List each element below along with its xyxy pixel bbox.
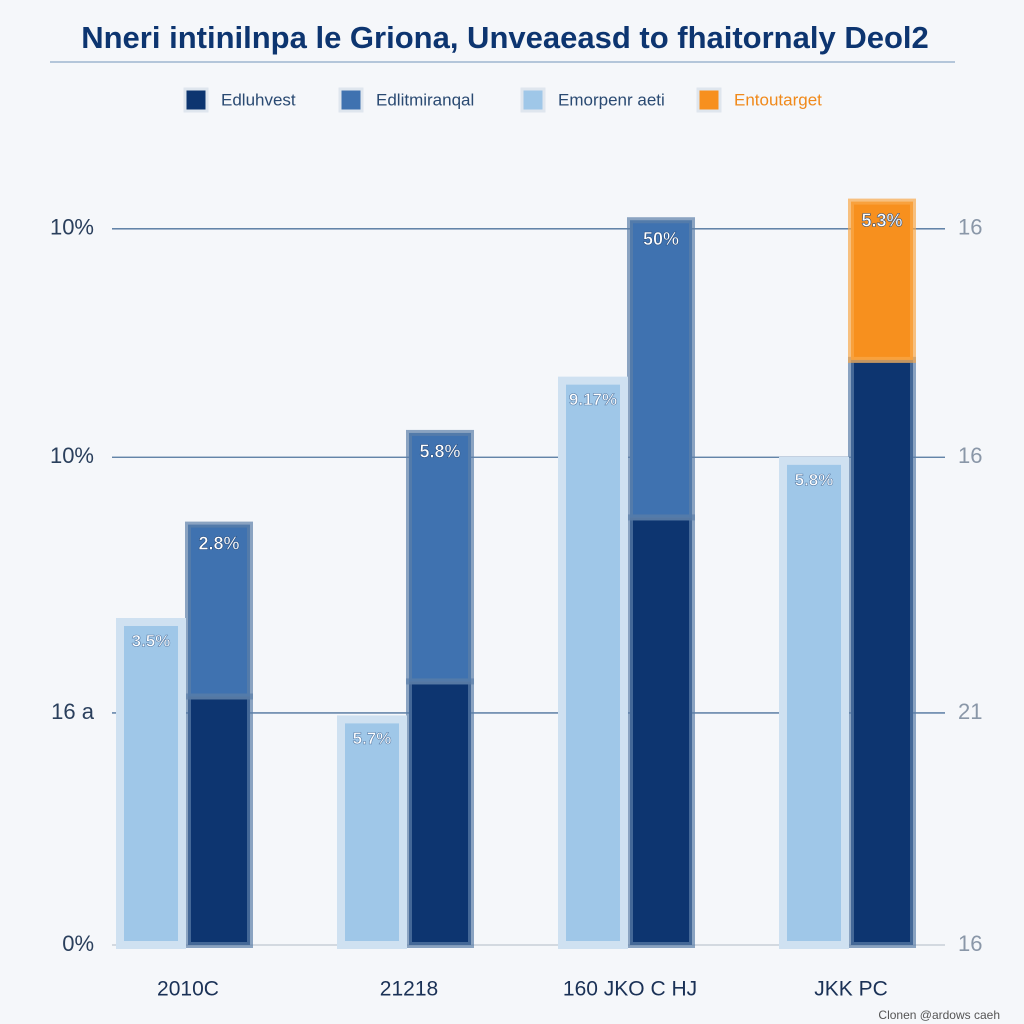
bar-segment [627, 217, 695, 521]
y-tick-label: 10% [50, 443, 94, 468]
bar-segment [406, 429, 474, 685]
bar-label: 50% [643, 229, 679, 249]
legend-label: Edlitmiranqal [376, 90, 474, 109]
bar-segment [185, 521, 253, 700]
x-tick-label: 2010C [157, 978, 219, 1001]
y-tick-label: 0% [62, 931, 94, 956]
y2-tick-label: 16 [958, 443, 982, 468]
legend-label: Edluhvest [221, 90, 296, 109]
legend-label: Emorpenr aeti [558, 90, 665, 109]
bar-segment [185, 693, 253, 949]
bar-label: 5.3% [861, 210, 902, 230]
bar-label: 5.8% [419, 442, 460, 462]
source: Clonen @ardows caeh [878, 1008, 1000, 1022]
bar-segment [627, 514, 695, 948]
bar-label: 5.8% [795, 470, 834, 489]
bar-label: 5.7% [353, 729, 392, 748]
legend-swatch [338, 87, 364, 113]
legend-swatch [183, 87, 209, 113]
y2-tick-label: 16 [958, 931, 982, 956]
bar [558, 376, 628, 949]
y2-tick-label: 16 [958, 215, 982, 240]
bar-segment [406, 678, 474, 948]
legend-swatch [696, 87, 722, 113]
x-tick-label: JKK PC [814, 978, 888, 1001]
x-tick-label: 160 JKO C HJ [563, 978, 697, 1001]
bar-label: 3.5% [132, 631, 171, 650]
bar [116, 617, 186, 949]
y-tick-label: 16 a [51, 699, 95, 724]
bar-label: 2.8% [198, 533, 239, 553]
bar-segment [848, 198, 916, 363]
y2-tick-label: 21 [958, 699, 982, 724]
x-tick-label: 21218 [380, 978, 438, 1001]
chart-title: Nneri intinilnpa le Griona, Unveaeasd to… [81, 20, 929, 55]
bar-label: 9.17% [569, 390, 617, 409]
bar [779, 456, 849, 949]
bar [337, 715, 407, 950]
legend-label: Entoutarget [734, 90, 822, 109]
legend-swatch [520, 87, 546, 113]
y-tick-label: 10% [50, 215, 94, 240]
bar-segment [848, 356, 916, 948]
